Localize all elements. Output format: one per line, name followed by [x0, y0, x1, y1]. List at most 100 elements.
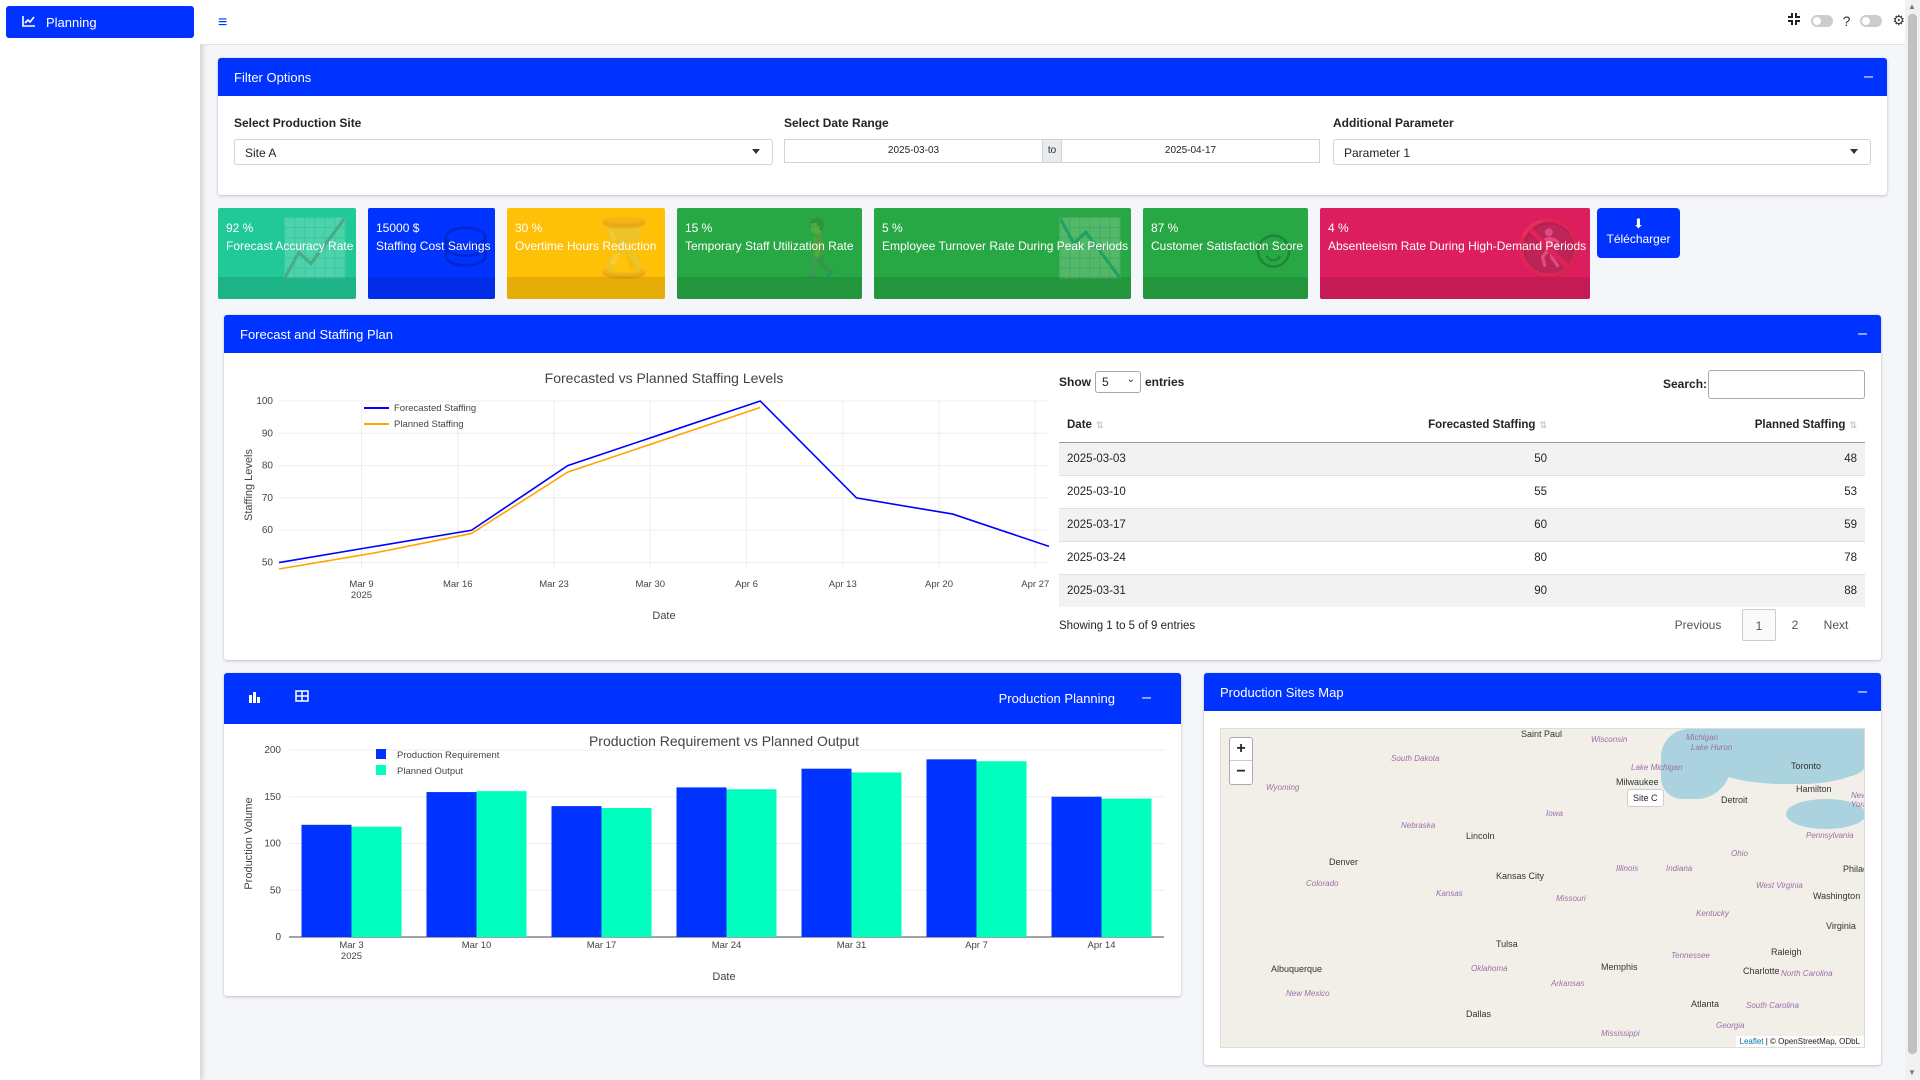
sites-map[interactable]: Saint Paul Toronto Milwaukee Detroit Ham… [1220, 728, 1865, 1048]
entries-select[interactable]: 5 ⌄ [1095, 371, 1141, 393]
filter-options-header: Filter Options – [218, 58, 1887, 96]
cell-planned: 88 [1555, 573, 1865, 607]
table-tab-icon[interactable] [295, 690, 309, 705]
x-tick-label: Mar 31 [837, 940, 867, 951]
legend-swatch [376, 765, 386, 775]
leaflet-link[interactable]: Leaflet [1739, 1037, 1764, 1046]
map-city-label: Philadelphia [1843, 864, 1864, 874]
bar-1 [601, 807, 652, 937]
cell-forecasted: 60 [1229, 507, 1555, 541]
download-icon: ⬇ [1633, 216, 1644, 231]
x-tick-label: Apr 13 [829, 579, 857, 590]
nav-planning[interactable]: Planning [6, 6, 194, 38]
date-end-input[interactable]: 2025-04-17 [1061, 139, 1320, 163]
options-toggle[interactable] [1860, 14, 1883, 27]
site-label: Select Production Site [234, 116, 362, 130]
x-tick-label: Mar 17 [587, 940, 617, 951]
param-select[interactable]: Parameter 1 [1333, 139, 1871, 165]
zoom-in-button[interactable]: + [1230, 738, 1252, 761]
bar-chart-tab-icon[interactable] [248, 690, 262, 706]
collapse-icon[interactable]: – [1858, 325, 1867, 342]
chart-line-icon [22, 15, 36, 30]
map-state-label: Wyoming [1266, 783, 1300, 792]
map-zoom-control: + − [1229, 737, 1253, 785]
gear-icon[interactable]: ⚙ [1892, 12, 1905, 28]
map-state-label: Wisconsin [1591, 735, 1628, 744]
map-state-label: Kentucky [1696, 909, 1729, 918]
cell-forecasted: 90 [1229, 573, 1555, 607]
map-state-label: Michigan [1686, 733, 1719, 742]
map-state-label: South Dakota [1391, 754, 1440, 763]
collapse-icon[interactable]: – [1142, 689, 1151, 706]
entries-value: 5 [1102, 375, 1109, 389]
pager-page-2[interactable]: 2 [1791, 618, 1799, 632]
page-scrollbar[interactable]: ▲ ▼ [1905, 0, 1920, 1080]
pager-next[interactable]: Next [1823, 618, 1849, 632]
col-forecasted[interactable]: Forecasted Staffing ⇅ [1229, 408, 1555, 443]
y-tick-label: 200 [264, 745, 281, 756]
filter-options-card: Filter Options – Select Production Site … [218, 58, 1887, 195]
site-tooltip: Site C [1627, 789, 1664, 807]
table-row: 2025-03-03 50 48 [1059, 441, 1865, 475]
x-tick-label: Mar 30 [635, 579, 665, 590]
y-tick-label: 50 [270, 885, 282, 896]
kpi-value: 5 % [882, 221, 903, 235]
pager-page-1[interactable]: 1 [1742, 609, 1776, 641]
coins-icon: ⛁ [442, 216, 489, 279]
search-input[interactable] [1708, 370, 1865, 399]
table-row: 2025-03-31 90 88 [1059, 573, 1865, 607]
map-state-label: Lake Huron [1691, 743, 1733, 752]
site-select-value: Site A [245, 146, 277, 160]
kpi-label: Forecast Accuracy Rate [226, 239, 354, 253]
y-tick-label: 100 [264, 839, 281, 850]
cell-date: 2025-03-17 [1059, 507, 1229, 541]
collapse-icon[interactable]: – [1858, 683, 1867, 700]
series-line-1 [278, 406, 761, 570]
map-city-label: Lincoln [1466, 831, 1495, 841]
kpi-value: 92 % [226, 221, 254, 235]
bar-0 [301, 824, 352, 937]
table-row: 2025-03-10 55 53 [1059, 474, 1865, 508]
help-icon[interactable]: ? [1842, 12, 1851, 29]
entries-label: entries [1145, 375, 1185, 389]
y-tick-label: 90 [262, 428, 274, 439]
col-date[interactable]: Date ⇅ [1059, 408, 1229, 443]
scroll-down-icon[interactable]: ▼ [1908, 1068, 1916, 1077]
site-select[interactable]: Site A [234, 139, 773, 165]
scrollbar-thumb[interactable] [1908, 14, 1917, 1054]
map-attribution: Leaflet | © OpenStreetMap, ODbL [1735, 1036, 1864, 1047]
x-tick-label: Apr 6 [735, 579, 758, 590]
zoom-out-button[interactable]: − [1236, 763, 1246, 780]
sort-icon: ⇅ [1539, 419, 1547, 430]
col-planned[interactable]: Planned Staffing ⇅ [1555, 408, 1865, 443]
map-state-label: North Carolina [1781, 969, 1833, 978]
dark-mode-toggle[interactable] [1810, 14, 1833, 27]
kpi-turnover-rate: 📉 5 % Employee Turnover Rate During Peak… [874, 208, 1131, 299]
map-city-label: Tulsa [1496, 939, 1518, 949]
cell-forecasted: 80 [1229, 540, 1555, 574]
x-tick-label: Apr 7 [965, 940, 988, 951]
date-start-input[interactable]: 2025-03-03 [784, 139, 1043, 163]
topbar: ≡ ? ⚙ [200, 0, 1905, 45]
download-button[interactable]: ⬇ Télécharger [1597, 208, 1680, 258]
cell-planned: 78 [1555, 540, 1865, 574]
map-city-label: Toronto [1791, 761, 1822, 771]
chart-line-icon: 📈 [280, 216, 350, 279]
chart-area-icon: 📉 [1055, 216, 1125, 279]
y-tick-label: 50 [262, 558, 274, 569]
legend-label: Planned Staffing [394, 419, 464, 430]
x-tick-label: Mar 3 2025 [339, 940, 363, 962]
map-city-label: Hamilton [1796, 784, 1832, 794]
scroll-up-icon[interactable]: ▲ [1908, 2, 1916, 11]
fullscreen-icon[interactable] [1787, 12, 1801, 29]
x-tick-label: Apr 20 [925, 579, 953, 590]
map-state-label: Nebraska [1401, 821, 1436, 830]
bar-0 [1051, 796, 1102, 937]
map-city-label: Atlanta [1691, 999, 1720, 1009]
cell-date: 2025-03-24 [1059, 540, 1229, 574]
bar-0 [801, 768, 852, 937]
collapse-icon[interactable]: – [1864, 68, 1873, 85]
staffing-line-chart: Forecasted vs Planned Staffing Levels 50 6… [243, 370, 1050, 622]
pager-previous[interactable]: Previous [1674, 618, 1722, 632]
hamburger-menu-icon[interactable]: ≡ [218, 14, 228, 31]
